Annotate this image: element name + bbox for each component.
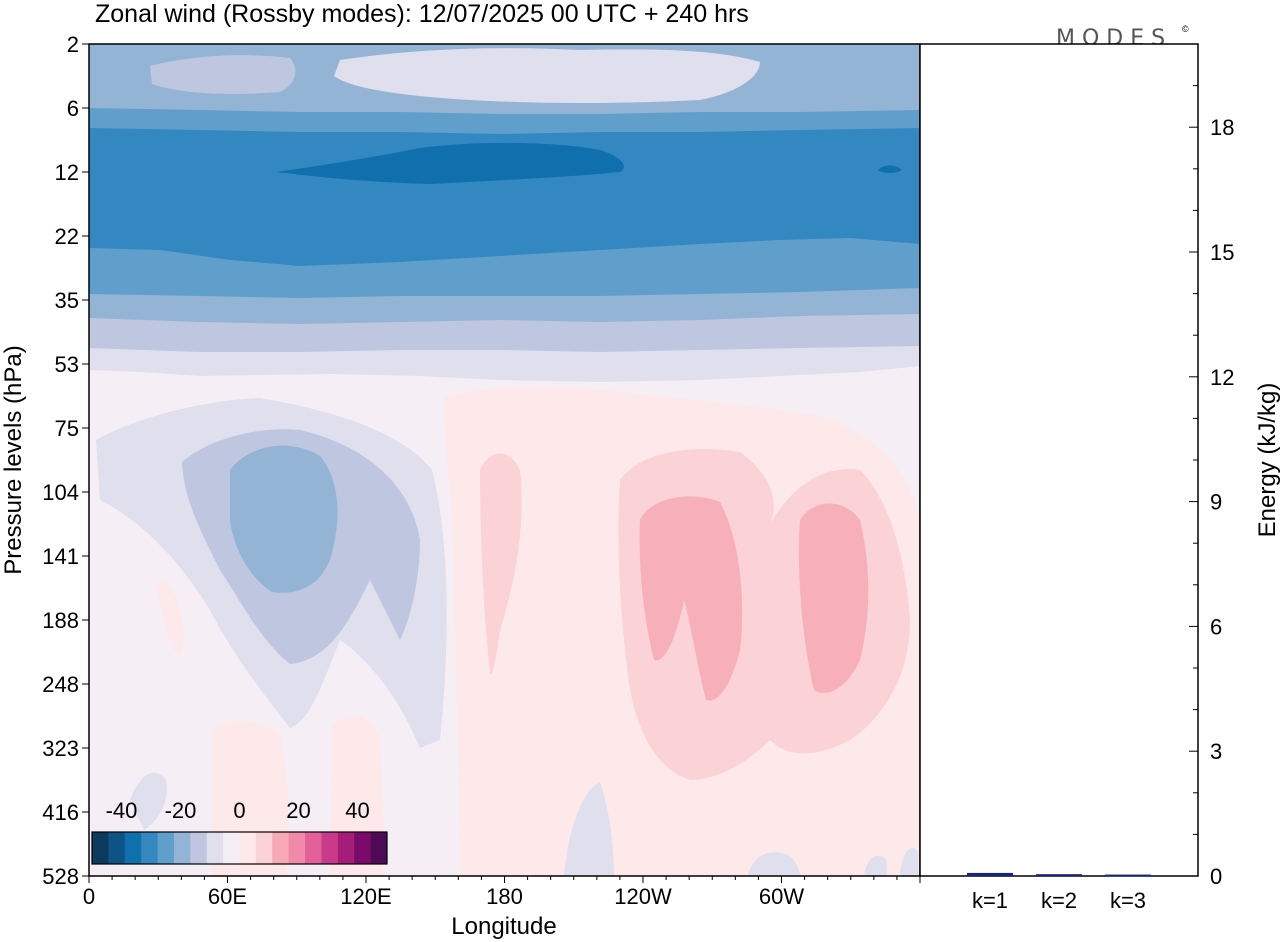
- energy-tick-label: 0: [1210, 864, 1222, 889]
- chart-title: Zonal wind (Rossby modes): 12/07/2025 00…: [95, 0, 749, 28]
- y-tick-label: 75: [55, 416, 79, 441]
- x-tick-label: 180: [486, 884, 523, 909]
- x-tick-label: 0: [83, 884, 95, 909]
- energy-categories: k=1 k=2 k=3: [972, 888, 1146, 913]
- contour-level-p15: [639, 496, 743, 701]
- colorbar-swatch: [141, 832, 159, 864]
- colorbar-swatch: [108, 832, 126, 864]
- colorbar-tick-label: 0: [233, 798, 245, 823]
- energy-axis: 0 3 6 9 12 15 18: [1189, 43, 1234, 889]
- y-tick-label: 248: [42, 672, 79, 697]
- colorbar-swatch: [255, 832, 273, 864]
- colorbar-frame: [91, 831, 388, 865]
- colorbar: -40 -20 0 20 40: [91, 798, 388, 865]
- energy-tick-label: 12: [1210, 365, 1234, 390]
- y-axis: 2 6 12 22 35 53 75 104 141 188 248 323 416 528: [42, 32, 89, 889]
- colorbar-swatch: [173, 832, 191, 864]
- contour-level-m30: [276, 142, 624, 184]
- energy-tick-label: 18: [1210, 115, 1234, 140]
- energy-category-label: k=3: [1110, 888, 1146, 913]
- contour-map: [89, 44, 920, 876]
- colorbar-swatch: [272, 832, 290, 864]
- contour-level-m30-east: [878, 165, 902, 173]
- x-tick-label: 60W: [759, 884, 804, 909]
- contour-level-upper-light: [334, 48, 760, 103]
- colorbar-tick-label: -20: [165, 798, 197, 823]
- energy-axis-label: Energy (kJ/kg): [1254, 383, 1280, 538]
- colorbar-swatch: [92, 832, 109, 864]
- x-axis-label: Longitude: [451, 913, 556, 940]
- colorbar-swatch: [190, 832, 208, 864]
- x-axis: 0 60E 120E 180 120W 60W: [83, 876, 921, 909]
- contour-level-m5-low4: [864, 855, 887, 876]
- colorbar-swatch: [354, 832, 372, 864]
- contour-level-m5-low3: [748, 852, 800, 876]
- colorbar-swatch: [206, 832, 224, 864]
- colorbar-tick-label: 20: [286, 798, 310, 823]
- y-tick-label: 12: [55, 160, 79, 185]
- colorbar-swatch: [321, 832, 339, 864]
- contour-level-m5-low5: [900, 847, 918, 876]
- colorbar-tick-label: 40: [345, 798, 369, 823]
- energy-bar: [1105, 874, 1151, 877]
- colorbar-swatch: [337, 832, 355, 864]
- y-tick-label: 141: [42, 544, 79, 569]
- contour-level-m5-low2: [130, 772, 167, 830]
- y-tick-label: 6: [67, 96, 79, 121]
- colorbar-swatch: [370, 832, 388, 864]
- energy-panel-frame: [919, 43, 1199, 877]
- y-axis-label: Pressure levels (hPa): [0, 345, 27, 574]
- contour-level-m5-low: [564, 782, 614, 876]
- colorbar-swatch: [288, 832, 306, 864]
- colorbar-swatch: [223, 832, 240, 864]
- contour-level-m25: [89, 128, 920, 266]
- colorbar-swatch: [157, 832, 175, 864]
- energy-bar: [1036, 874, 1082, 877]
- energy-tick-label: 6: [1210, 614, 1222, 639]
- y-tick-label: 188: [42, 608, 79, 633]
- x-tick-label: 120W: [614, 884, 672, 909]
- contour-level-p10-left: [480, 453, 522, 674]
- energy-tick-label: 15: [1210, 240, 1234, 265]
- contour-level-m15-mid: [230, 445, 338, 593]
- y-tick-label: 35: [55, 288, 79, 313]
- energy-tick-label: 3: [1210, 739, 1222, 764]
- y-tick-label: 104: [42, 480, 79, 505]
- contour-level-p5-west: [156, 581, 184, 656]
- colorbar-swatch: [305, 832, 322, 864]
- energy-category-label: k=2: [1041, 888, 1077, 913]
- energy-tick-label: 9: [1210, 490, 1222, 515]
- logo-mark: ©: [1182, 24, 1189, 34]
- x-tick-label: 60E: [208, 884, 247, 909]
- contour-level-upper-light-west: [150, 55, 296, 94]
- y-tick-label: 53: [55, 352, 79, 377]
- y-tick-label: 22: [55, 224, 79, 249]
- colorbar-swatch: [124, 832, 142, 864]
- colorbar-swatch: [239, 832, 257, 864]
- x-tick-label: 120E: [340, 884, 391, 909]
- y-tick-label: 323: [42, 736, 79, 761]
- energy-bars: [967, 872, 1151, 877]
- energy-category-label: k=1: [972, 888, 1008, 913]
- colorbar-tick-label: -40: [106, 798, 138, 823]
- y-tick-label: 2: [67, 32, 79, 57]
- y-tick-label: 528: [42, 864, 79, 889]
- energy-bar: [967, 872, 1013, 876]
- y-tick-label: 416: [42, 800, 79, 825]
- contour-level-p15-right: [798, 503, 869, 693]
